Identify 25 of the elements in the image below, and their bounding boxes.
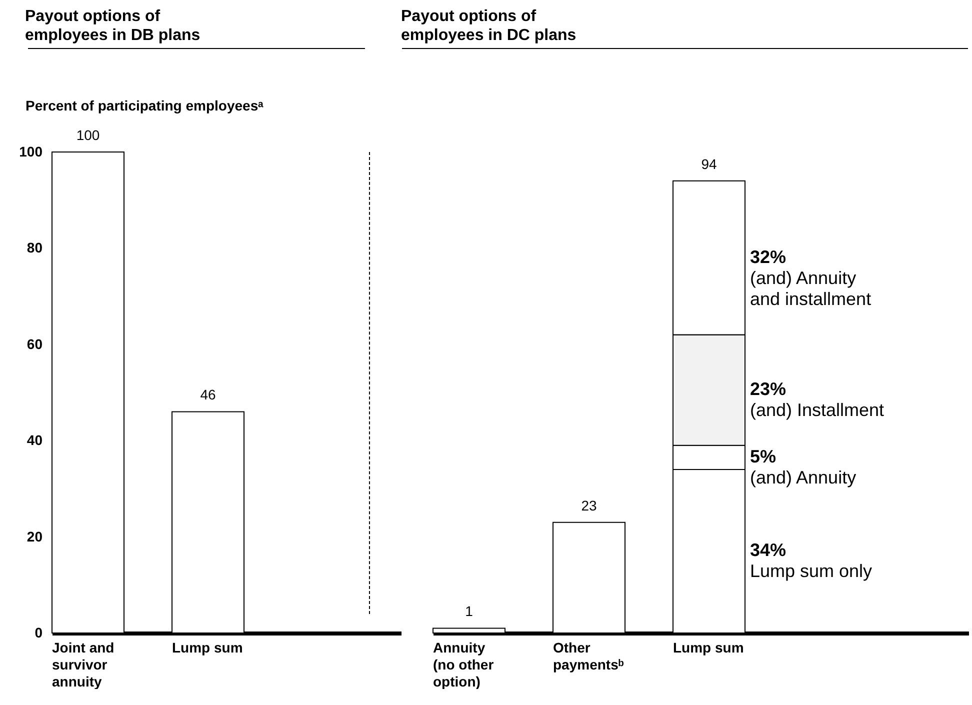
series-label: (and) Installment xyxy=(750,400,884,420)
annotation: 23% xyxy=(750,379,786,400)
data-label: 100 xyxy=(76,127,100,143)
x-tick-label: Lump sum xyxy=(673,640,744,656)
series-label: (and) Annuity and installment xyxy=(750,268,872,309)
annotation: 34% xyxy=(750,540,786,560)
y-tick-label: 0 xyxy=(34,624,43,640)
y-tick-label: 100 xyxy=(19,144,43,160)
chart-title: Payout options of employees in DB plans xyxy=(25,8,200,44)
series-label: Lump sum only xyxy=(750,561,872,582)
chart-title: Payout options of employees in DC plans xyxy=(401,8,576,44)
annotation: 32% xyxy=(750,246,786,267)
y-tick-label: 60 xyxy=(26,336,43,352)
x-tick-label: Other paymentsᵇ xyxy=(553,640,624,672)
annotation: 5% xyxy=(750,446,776,466)
series-label: (and) Annuity xyxy=(750,467,856,488)
data-label: 46 xyxy=(200,386,216,403)
y-axis-title: Percent of participating employeesᵃ xyxy=(26,98,264,114)
y-tick-label: 20 xyxy=(26,528,43,544)
total-label: 23 xyxy=(581,497,597,514)
y-tick-label: 80 xyxy=(26,240,43,256)
total-label: 94 xyxy=(701,156,717,172)
y-tick-label: 40 xyxy=(26,432,43,448)
total-label: 1 xyxy=(465,603,474,620)
x-tick-label: Lump sum xyxy=(172,640,243,656)
